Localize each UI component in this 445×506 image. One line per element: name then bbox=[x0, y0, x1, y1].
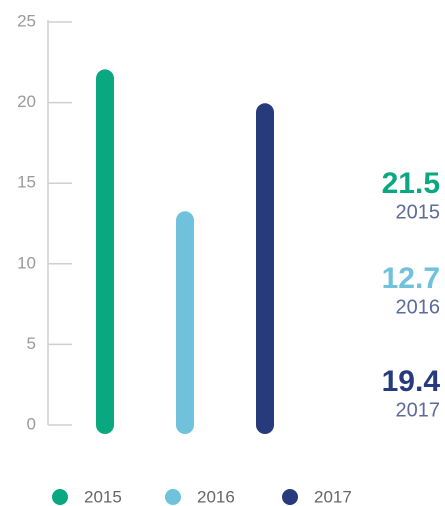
y-tick-label: 15 bbox=[17, 173, 36, 192]
bar bbox=[176, 211, 194, 434]
legend-label: 2015 bbox=[84, 487, 122, 506]
y-tick-label: 10 bbox=[17, 253, 36, 272]
y-tick-label: 5 bbox=[27, 334, 36, 353]
y-tick-label: 25 bbox=[17, 11, 36, 30]
legend-swatch bbox=[52, 489, 68, 505]
legend-label: 2017 bbox=[314, 487, 352, 506]
bar bbox=[256, 103, 274, 434]
legend-swatch bbox=[282, 489, 298, 505]
y-tick-label: 0 bbox=[27, 414, 36, 433]
legend-label: 2016 bbox=[197, 487, 235, 506]
year-label: 2016 bbox=[396, 296, 441, 318]
value-label: 19.4 bbox=[382, 365, 441, 398]
legend-swatch bbox=[165, 489, 181, 505]
bar bbox=[96, 69, 114, 435]
value-label: 12.7 bbox=[382, 262, 440, 295]
year-label: 2017 bbox=[396, 399, 441, 421]
y-tick-label: 20 bbox=[17, 92, 36, 111]
value-label: 21.5 bbox=[382, 167, 440, 200]
year-label: 2015 bbox=[396, 201, 441, 223]
